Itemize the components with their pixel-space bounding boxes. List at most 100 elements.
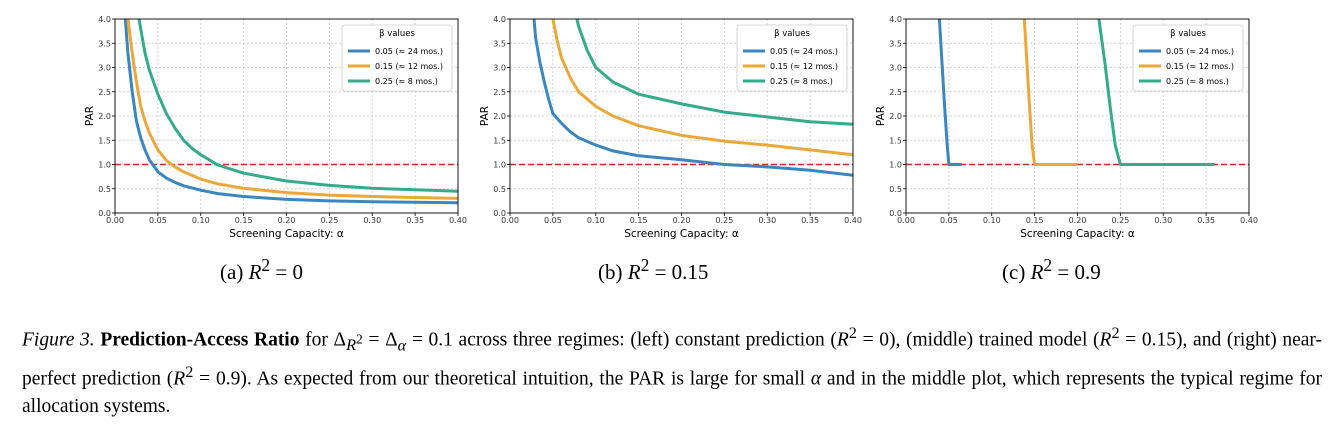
plot-frame bbox=[509, 18, 854, 214]
caption-title: Prediction-Access Ratio bbox=[100, 329, 300, 351]
series-line-2 bbox=[551, 19, 853, 157]
legend: β values 0.05 (≈ 24 mos.) 0.15 (≈ 12 mos.)… bbox=[1132, 24, 1244, 92]
y-axis-label: PAR bbox=[875, 106, 887, 126]
x-tick-label: 0.30 bbox=[758, 216, 776, 225]
legend-entry-2: 0.15 (≈ 12 mos.) bbox=[770, 62, 838, 71]
y-tick-label: 1.5 bbox=[889, 136, 902, 145]
y-tick-label: 2.5 bbox=[493, 88, 506, 97]
chart-panel-0: 0.00 0.05 0.10 0.15 0.20 0.25 0.30 0.35 0.40 0.0 0… bbox=[84, 15, 467, 240]
x-tick-label: 0.00 bbox=[501, 216, 519, 225]
chart-panel-2: 0.00 0.05 0.10 0.15 0.20 0.25 0.30 0.35 0.40 0.0 0… bbox=[875, 15, 1258, 240]
x-tick-label: 0.40 bbox=[1240, 216, 1258, 225]
legend-title: β values bbox=[379, 29, 415, 39]
plot-frame bbox=[905, 18, 1250, 214]
x-tick-label: 0.10 bbox=[192, 216, 210, 225]
y-tick-label: 1.0 bbox=[889, 161, 902, 170]
x-tick-label: 0.25 bbox=[320, 216, 338, 225]
x-tick-label: 0.35 bbox=[801, 216, 819, 225]
x-tick-label: 0.10 bbox=[983, 216, 1001, 225]
x-tick-label: 0.25 bbox=[1111, 216, 1129, 225]
y-axis-label: PAR bbox=[84, 106, 96, 126]
x-tick-label: 0.00 bbox=[106, 216, 124, 225]
legend-entry-3: 0.25 (≈ 8 mos.) bbox=[770, 77, 833, 86]
y-tick-label: 0.5 bbox=[98, 185, 111, 194]
x-tick-label: 0.20 bbox=[673, 216, 691, 225]
y-tick-label: 4.0 bbox=[889, 15, 902, 24]
legend-entry-3: 0.25 (≈ 8 mos.) bbox=[1166, 77, 1229, 86]
legend-box bbox=[1132, 24, 1244, 92]
y-tick-label: 2.0 bbox=[889, 112, 902, 121]
y-tick-label: 4.0 bbox=[98, 15, 111, 24]
x-axis-label: Screening Capacity: α bbox=[1020, 228, 1135, 240]
x-tick-label: 0.05 bbox=[940, 216, 958, 225]
series-line-2 bbox=[1022, 19, 1078, 166]
y-tick-label: 0.5 bbox=[889, 185, 902, 194]
chart-panel-1: 0.00 0.05 0.10 0.15 0.20 0.25 0.30 0.35 0.40 0.0 0… bbox=[479, 15, 862, 240]
figure-caption: Figure 3. Prediction-Access Ratio for ΔR… bbox=[22, 324, 1323, 417]
series-line-3 bbox=[1097, 19, 1215, 166]
legend-entry-2: 0.15 (≈ 12 mos.) bbox=[375, 62, 443, 71]
subcaption-a: (a) R2 = 0 bbox=[220, 255, 303, 284]
y-tick-label: 1.0 bbox=[98, 161, 111, 170]
x-tick-label: 0.20 bbox=[1069, 216, 1087, 225]
x-tick-label: 0.35 bbox=[1197, 216, 1215, 225]
series-line-2 bbox=[126, 19, 458, 200]
figure-label: Figure 3. bbox=[22, 329, 95, 351]
y-tick-label: 3.5 bbox=[98, 39, 111, 48]
subcaption-c: (c) R2 = 0.9 bbox=[1002, 255, 1101, 284]
legend-entry-1: 0.05 (≈ 24 mos.) bbox=[1166, 47, 1234, 56]
x-tick-label: 0.40 bbox=[844, 216, 862, 225]
y-tick-label: 4.0 bbox=[493, 15, 506, 24]
y-tick-label: 0.0 bbox=[98, 209, 111, 218]
series-line-1 bbox=[937, 19, 962, 166]
series-line-1 bbox=[532, 19, 853, 177]
y-tick-label: 3.5 bbox=[493, 39, 506, 48]
x-tick-label: 0.30 bbox=[363, 216, 381, 225]
x-tick-label: 0.25 bbox=[715, 216, 733, 225]
legend-box bbox=[341, 24, 453, 92]
y-tick-label: 3.0 bbox=[889, 64, 902, 73]
x-tick-label: 0.35 bbox=[406, 216, 424, 225]
y-tick-label: 1.0 bbox=[493, 161, 506, 170]
y-tick-label: 2.0 bbox=[98, 112, 111, 121]
charts-canvas: 0.00 0.05 0.10 0.15 0.20 0.25 0.30 0.35 0.400.00… bbox=[84, 15, 1258, 240]
y-tick-label: 0.0 bbox=[493, 209, 506, 218]
series-line-3 bbox=[137, 19, 458, 193]
subcaption-b: (b) R2 = 0.15 bbox=[598, 255, 709, 284]
legend-entry-2: 0.15 (≈ 12 mos.) bbox=[1166, 62, 1234, 71]
y-tick-label: 1.5 bbox=[98, 136, 111, 145]
plot-frame bbox=[114, 18, 459, 214]
y-tick-label: 3.0 bbox=[98, 64, 111, 73]
x-tick-label: 0.20 bbox=[278, 216, 296, 225]
y-tick-label: 3.0 bbox=[493, 64, 506, 73]
legend: β values 0.05 (≈ 24 mos.) 0.15 (≈ 12 mos.)… bbox=[341, 24, 453, 92]
series-line-3 bbox=[575, 19, 853, 126]
x-tick-label: 0.10 bbox=[587, 216, 605, 225]
x-axis-label: Screening Capacity: α bbox=[229, 228, 344, 240]
x-tick-label: 0.00 bbox=[897, 216, 915, 225]
y-tick-label: 2.5 bbox=[98, 88, 111, 97]
legend-entry-1: 0.05 (≈ 24 mos.) bbox=[375, 47, 443, 56]
y-tick-label: 0.5 bbox=[493, 185, 506, 194]
y-tick-label: 2.5 bbox=[889, 88, 902, 97]
series-line-1 bbox=[123, 19, 458, 205]
legend-box bbox=[736, 24, 848, 92]
y-tick-label: 2.0 bbox=[493, 112, 506, 121]
x-axis-label: Screening Capacity: α bbox=[624, 228, 739, 240]
x-tick-label: 0.15 bbox=[630, 216, 648, 225]
legend-entry-3: 0.25 (≈ 8 mos.) bbox=[375, 77, 438, 86]
x-tick-label: 0.40 bbox=[449, 216, 467, 225]
legend-title: β values bbox=[774, 29, 810, 39]
legend: β values 0.05 (≈ 24 mos.) 0.15 (≈ 12 mos.)… bbox=[736, 24, 848, 92]
legend-title: β values bbox=[1170, 29, 1206, 39]
x-tick-label: 0.15 bbox=[1026, 216, 1044, 225]
x-tick-label: 0.15 bbox=[235, 216, 253, 225]
y-axis-label: PAR bbox=[479, 106, 491, 126]
y-tick-label: 0.0 bbox=[889, 209, 902, 218]
y-tick-label: 1.5 bbox=[493, 136, 506, 145]
x-tick-label: 0.05 bbox=[544, 216, 562, 225]
x-tick-label: 0.05 bbox=[149, 216, 167, 225]
x-tick-label: 0.30 bbox=[1154, 216, 1172, 225]
legend-entry-1: 0.05 (≈ 24 mos.) bbox=[770, 47, 838, 56]
